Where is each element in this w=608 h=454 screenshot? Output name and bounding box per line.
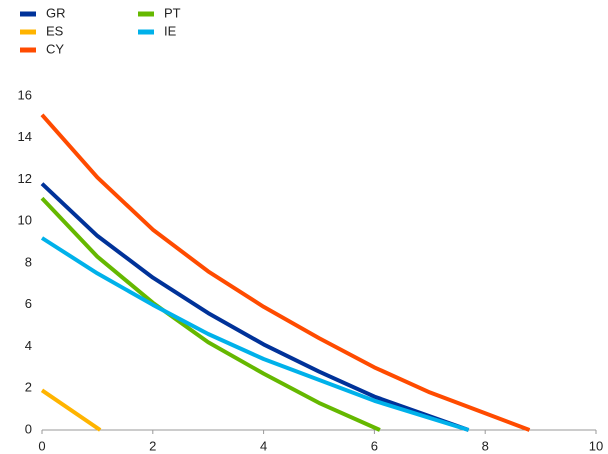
line	[40, 388, 102, 432]
legend-label: PT	[164, 5, 181, 20]
legend-label: GR	[46, 5, 66, 20]
line	[40, 236, 470, 432]
y-tick-label: 14	[18, 129, 32, 144]
y-tick-label: 6	[25, 296, 32, 311]
y-tick-label: 4	[25, 338, 32, 353]
y-tick-label: 10	[18, 213, 32, 228]
line	[40, 196, 381, 432]
y-tick-label: 12	[18, 171, 32, 186]
x-tick-label: 2	[149, 438, 156, 453]
x-tick-label: 6	[371, 438, 378, 453]
legend-label: CY	[46, 41, 64, 56]
x-tick-label: 4	[260, 438, 267, 453]
y-tick-label: 2	[25, 380, 32, 395]
y-tick-label: 16	[18, 87, 32, 102]
line	[40, 182, 470, 432]
x-tick-label: 10	[589, 438, 603, 453]
y-tick-label: 8	[25, 254, 32, 269]
legend-label: ES	[46, 23, 64, 38]
legend-label: IE	[164, 23, 177, 38]
x-tick-label: 0	[38, 438, 45, 453]
y-tick-label: 0	[25, 421, 32, 436]
x-tick-label: 8	[482, 438, 489, 453]
line	[40, 113, 531, 432]
